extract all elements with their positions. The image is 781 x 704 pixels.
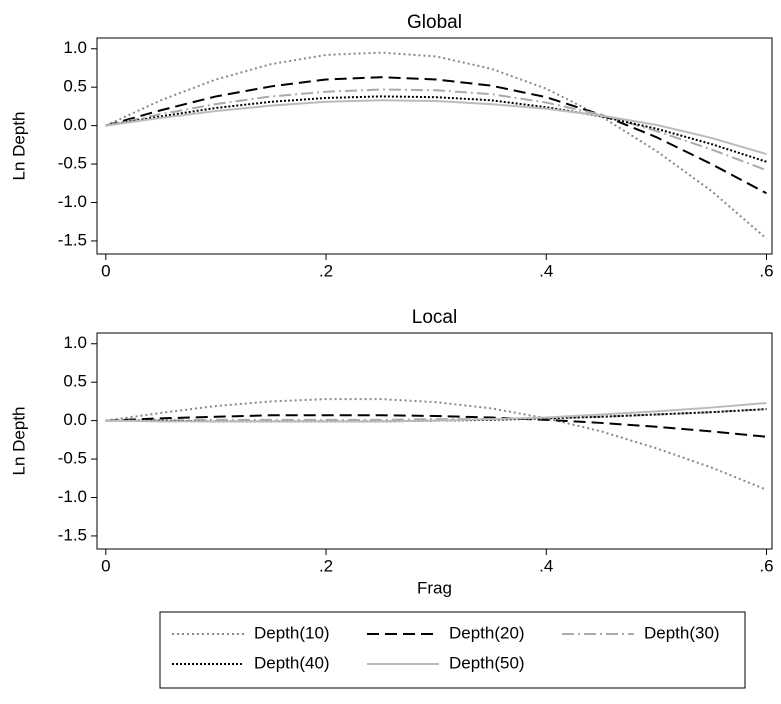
series-line	[105, 414, 767, 438]
y-axis-label: Ln Depth	[9, 407, 28, 476]
y-tick-label: 0.5	[63, 77, 87, 96]
y-tick-label: 0.5	[63, 372, 87, 391]
legend-label: Depth(30)	[644, 623, 720, 642]
panel-title: Local	[412, 307, 457, 328]
y-tick-label: -1.5	[58, 230, 87, 249]
y-tick-label: 1.0	[63, 38, 87, 57]
series-line	[105, 95, 767, 163]
panel-title: Global	[407, 12, 462, 33]
legend-label: Depth(20)	[449, 623, 525, 642]
legend-box	[159, 611, 746, 689]
x-tick-label: .4	[539, 261, 553, 280]
x-tick-label: .2	[319, 261, 333, 280]
series-line	[105, 99, 767, 156]
x-tick-label: .2	[319, 556, 333, 575]
y-tick-label: -1.5	[58, 525, 87, 544]
y-tick-label: -0.5	[58, 449, 87, 468]
y-tick-label: 1.0	[63, 333, 87, 352]
legend-label: Depth(50)	[449, 653, 525, 672]
legend-label: Depth(10)	[254, 623, 330, 642]
x-tick-label: 0	[101, 261, 110, 280]
y-axis-label: Ln Depth	[9, 112, 28, 181]
x-tick-label: 0	[101, 556, 110, 575]
y-tick-label: 0.0	[63, 115, 87, 134]
series-line	[105, 76, 767, 195]
series-line	[105, 88, 767, 172]
y-tick-label: -1.0	[58, 487, 87, 506]
x-axis-label: Frag	[417, 578, 452, 597]
plot-frame	[96, 332, 773, 550]
x-tick-label: .4	[539, 556, 553, 575]
series-line	[105, 398, 767, 491]
series-line	[105, 401, 767, 423]
y-tick-label: 0.0	[63, 410, 87, 429]
y-tick-label: -0.5	[58, 154, 87, 173]
series-line	[105, 408, 767, 422]
x-tick-label: .6	[759, 556, 773, 575]
x-tick-label: .6	[759, 261, 773, 280]
legend-label: Depth(40)	[254, 653, 330, 672]
y-tick-label: -1.0	[58, 192, 87, 211]
plot-frame	[96, 37, 773, 255]
